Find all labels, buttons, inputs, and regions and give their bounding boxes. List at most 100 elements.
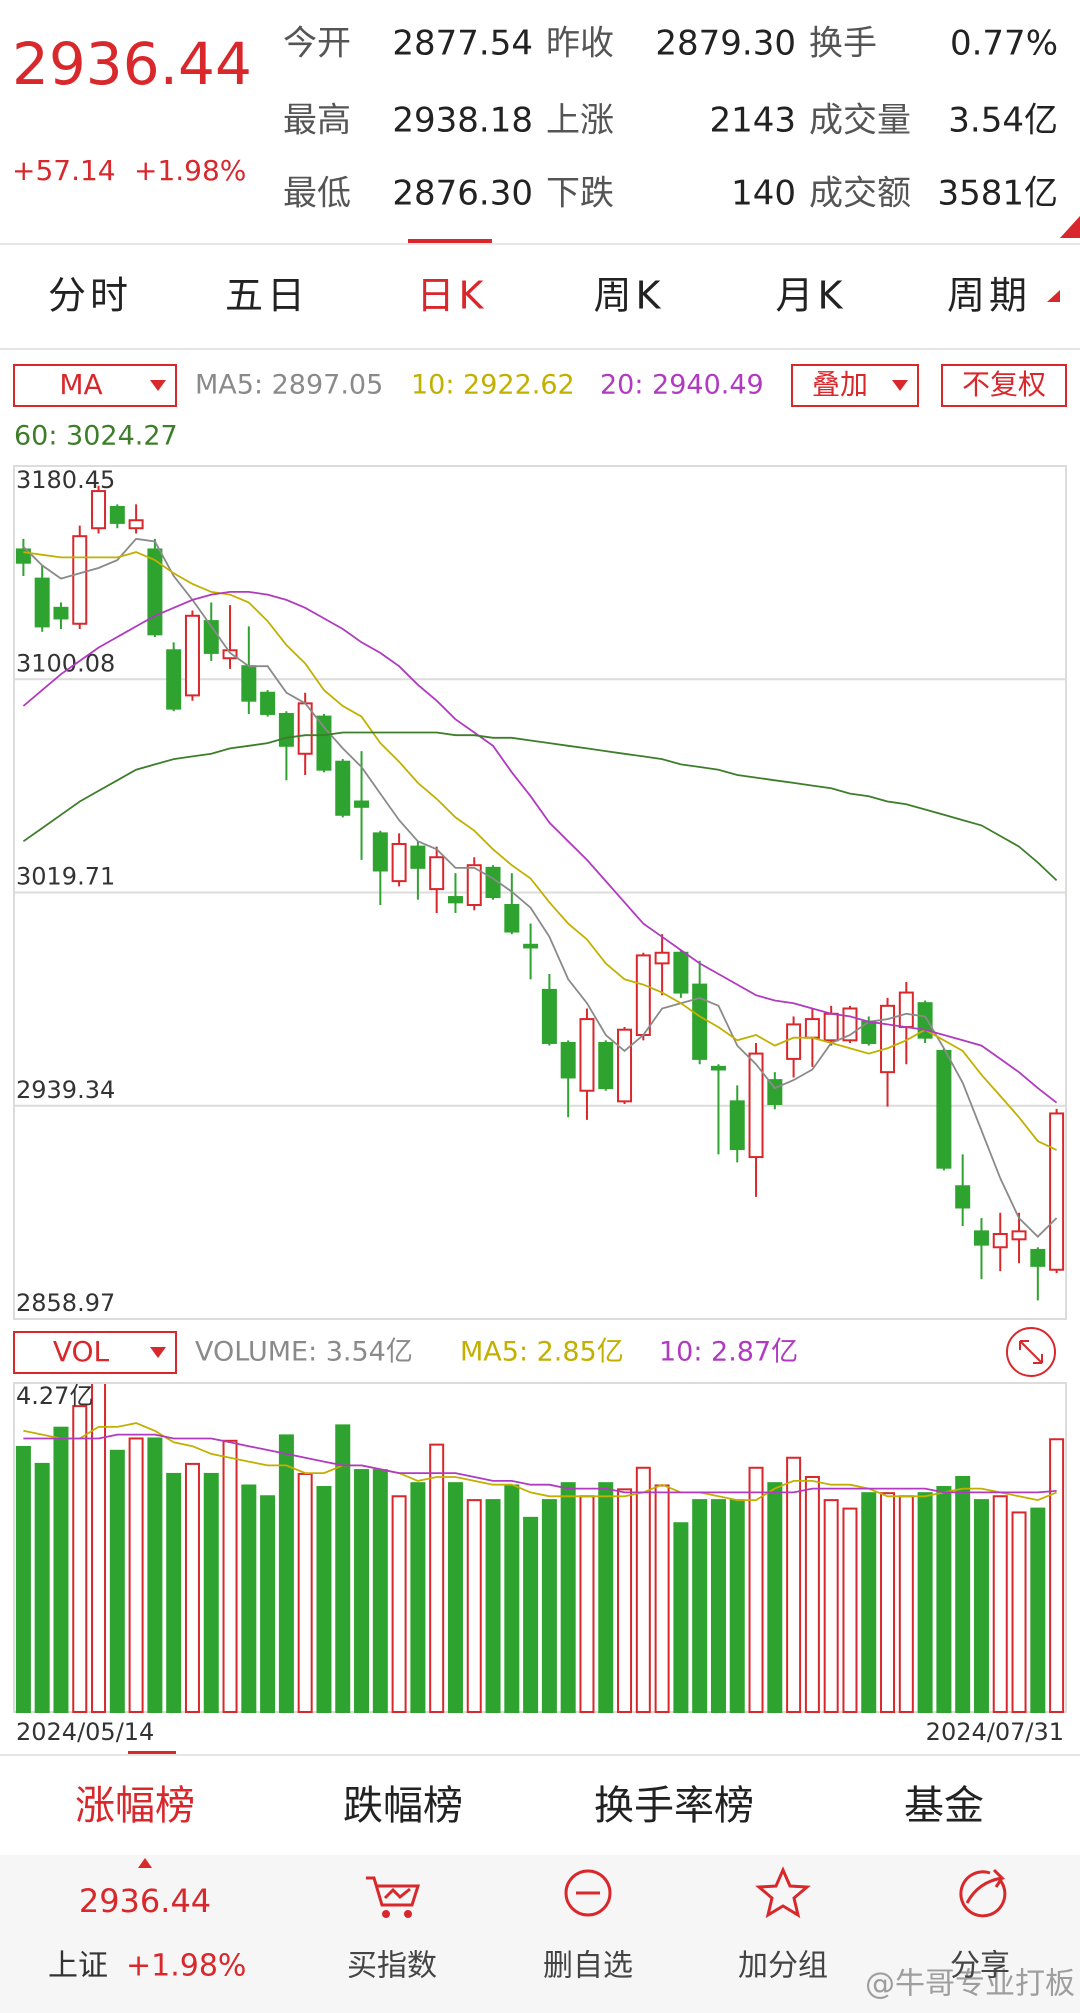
- overlay-select-label: 叠加: [812, 368, 868, 401]
- ma-line: [23, 551, 1057, 1151]
- index-change-pct: +1.98%: [134, 154, 246, 187]
- volume-bar: [598, 1482, 614, 1713]
- volume-bar: [673, 1522, 689, 1713]
- candle-body: [654, 951, 670, 965]
- volume-bar: [786, 1456, 802, 1713]
- candle-body: [147, 548, 163, 636]
- stat-label: 成交额: [809, 174, 911, 214]
- volume-bar: [936, 1486, 952, 1713]
- ma-line: [22, 591, 1058, 1104]
- candle-body: [1011, 1230, 1027, 1241]
- candle-body: [617, 1028, 633, 1103]
- candle-body: [34, 577, 50, 628]
- ma-line: [22, 731, 1058, 882]
- candle-body: [466, 864, 482, 906]
- stat-label: 换手: [809, 24, 877, 64]
- volume-bar: [823, 1499, 839, 1713]
- adjust-select[interactable]: [941, 364, 1067, 407]
- volume-bar: [335, 1424, 351, 1714]
- ma-line: [22, 537, 1058, 1238]
- volume-bar: [523, 1516, 539, 1713]
- period-tab[interactable]: 分时: [48, 274, 132, 318]
- dropdown-arrow: [150, 1347, 166, 1358]
- indicator-select[interactable]: [13, 364, 177, 407]
- candle-body: [992, 1233, 1008, 1249]
- volume-bar: [992, 1495, 1008, 1714]
- volume-indicator-select[interactable]: [13, 1331, 177, 1374]
- candle-body: [786, 1023, 802, 1060]
- ma-line: [23, 1433, 1057, 1494]
- period-tab[interactable]: 五日: [225, 274, 309, 318]
- volume-bar: [53, 1426, 69, 1713]
- indicator-select-label: MA: [59, 368, 102, 401]
- list-tab[interactable]: 跌幅榜: [343, 1783, 463, 1829]
- buy-icon: [366, 1876, 421, 1907]
- list-tab[interactable]: 涨幅榜: [75, 1783, 195, 1829]
- legend-entry: MA5: 2.85亿: [460, 1337, 624, 1368]
- corner-mark: [1060, 216, 1080, 238]
- list-tab[interactable]: 基金: [904, 1783, 984, 1829]
- overlay-select[interactable]: [791, 364, 919, 407]
- volume-bar: [710, 1499, 726, 1713]
- volume-bar: [541, 1499, 557, 1713]
- candle-body: [297, 702, 313, 755]
- volume-bar: [166, 1472, 182, 1714]
- candle-body: [748, 1052, 764, 1159]
- volume-bar: [15, 1445, 31, 1713]
- remove-icon: [564, 1869, 612, 1917]
- volume-bar: [297, 1472, 313, 1714]
- expand-button[interactable]: [1006, 1327, 1056, 1377]
- candle-body: [635, 954, 651, 1037]
- candle-body: [729, 1100, 745, 1151]
- candle-body: [692, 983, 708, 1060]
- volume-bar: [410, 1482, 426, 1713]
- period-tab[interactable]: 周期: [947, 274, 1031, 318]
- candle-body: [823, 1012, 839, 1042]
- candle-body: [391, 842, 407, 883]
- volume-bar: [560, 1482, 576, 1713]
- volume-bar: [354, 1469, 370, 1713]
- footer-action[interactable]: 删自选: [543, 1949, 633, 1984]
- candle-body: [278, 712, 294, 747]
- stat-value: 2879.30: [655, 24, 796, 64]
- candle-body: [429, 856, 445, 891]
- volume-bar: [391, 1495, 407, 1714]
- y-tick-label: 4.27亿: [16, 1382, 93, 1410]
- volume-bar: [880, 1492, 896, 1713]
- period-tab[interactable]: 周K: [594, 274, 665, 318]
- volume-bar: [34, 1462, 50, 1713]
- volume-bar: [955, 1476, 971, 1713]
- dropdown-arrow: [150, 380, 166, 391]
- volume-bar: [429, 1443, 445, 1714]
- list-tab[interactable]: 换手率榜: [594, 1783, 754, 1829]
- volume-bar: [748, 1466, 764, 1714]
- volume-bar: [447, 1482, 463, 1713]
- footer-index-name: 上证: [48, 1949, 108, 1984]
- stat-label: 上涨: [546, 101, 614, 141]
- candle-body: [354, 800, 370, 808]
- volume-bar: [184, 1462, 200, 1713]
- candle-body: [898, 991, 914, 1029]
- candle-body: [53, 606, 69, 620]
- volume-bar: [147, 1437, 163, 1714]
- candle-body: [504, 903, 520, 933]
- footer-action[interactable]: 买指数: [347, 1949, 437, 1984]
- volume-bar: [579, 1495, 595, 1714]
- expand-arrows: [1019, 1340, 1043, 1364]
- footer-action[interactable]: 加分组: [738, 1949, 828, 1984]
- volume-bar: [729, 1499, 745, 1713]
- candle-body: [936, 1049, 952, 1169]
- volume-bar: [485, 1499, 501, 1713]
- index-change: +57.14: [12, 154, 116, 187]
- candle-body: [447, 896, 463, 904]
- candle-body: [184, 614, 200, 697]
- stat-value: 140: [731, 174, 796, 214]
- footer-action[interactable]: 分享: [950, 1949, 1010, 1984]
- period-tab[interactable]: 日K: [417, 274, 488, 318]
- stat-value: 2876.30: [392, 174, 533, 214]
- volume-bar: [316, 1486, 332, 1713]
- candle-body: [222, 649, 238, 660]
- period-tab[interactable]: 月K: [776, 274, 847, 318]
- legend-entry: 10: 2922.62: [411, 370, 575, 401]
